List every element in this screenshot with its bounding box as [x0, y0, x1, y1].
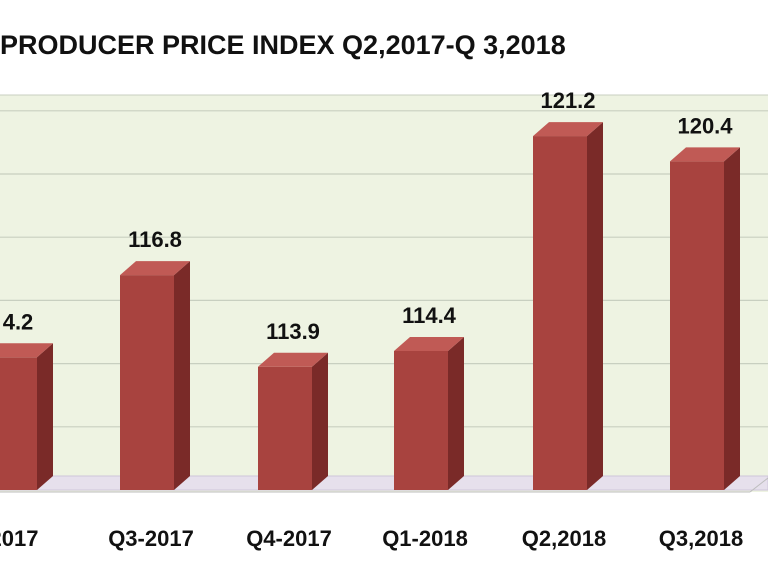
bar-front	[533, 136, 587, 490]
plot-area	[0, 95, 768, 492]
chart-title: PRODUCER PRICE INDEX Q2,2017-Q 3,2018	[0, 30, 566, 60]
bar	[533, 122, 603, 490]
chart-floor	[0, 475, 768, 493]
bar-front	[0, 357, 37, 490]
bar-top	[120, 261, 190, 276]
bar	[258, 352, 328, 490]
floor-edge-right	[749, 477, 768, 493]
data-label: 116.8	[128, 227, 182, 252]
bar	[0, 343, 53, 490]
bar-front	[120, 275, 174, 490]
bar-side	[37, 343, 53, 490]
category-axis-labels: 2017 Q3-2017 Q4-2017 Q1-2018 Q2,2018 Q3,2018	[0, 526, 743, 551]
bar-side	[312, 352, 328, 490]
category-label: Q1-2018	[382, 526, 468, 551]
bar	[670, 147, 740, 491]
floor-top	[0, 475, 768, 491]
plot-background	[0, 94, 768, 492]
bar-front	[394, 350, 448, 490]
category-label: Q4-2017	[246, 526, 332, 551]
bar-front	[670, 161, 724, 491]
data-label: 114.4	[402, 303, 457, 328]
bar	[394, 336, 464, 490]
bar-side	[587, 122, 603, 490]
data-label: 121.2	[540, 88, 595, 113]
bar-front	[258, 366, 312, 490]
data-labels: 4.2 116.8 113.9 114.4 121.2 120.4	[3, 88, 734, 344]
bar-top	[533, 122, 603, 137]
category-label: 2017	[0, 526, 38, 551]
bar-top	[258, 352, 328, 367]
bar-top	[0, 343, 53, 358]
data-label: 120.4	[677, 113, 733, 138]
bar-side	[724, 147, 740, 491]
category-label: Q3-2017	[108, 526, 194, 551]
bar	[120, 261, 190, 490]
data-label: 4.2	[3, 309, 34, 334]
bar-side	[448, 336, 464, 490]
bars	[0, 122, 740, 491]
category-label: Q3,2018	[659, 526, 743, 551]
data-label: 113.9	[266, 319, 320, 344]
category-label: Q2,2018	[522, 526, 606, 551]
bar-top	[394, 336, 464, 351]
bar-side	[174, 261, 190, 490]
bar-top	[670, 147, 740, 162]
